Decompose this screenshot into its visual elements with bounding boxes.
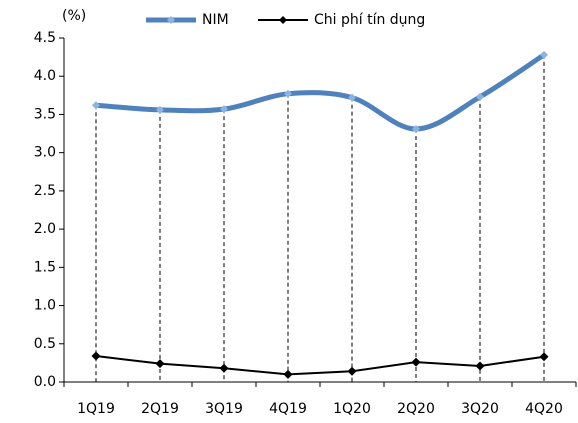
x-tick-label: 4Q20 <box>525 401 563 417</box>
x-tick-label: 3Q20 <box>461 401 499 417</box>
marker <box>540 50 548 59</box>
y-axis-label: (%) <box>62 8 86 24</box>
legend-label: Chi phí tín dụng <box>314 12 425 28</box>
marker <box>156 105 164 114</box>
y-tick-label: 4.5 <box>34 30 56 46</box>
marker <box>412 124 420 133</box>
x-tick-label: 1Q20 <box>333 401 371 417</box>
marker <box>91 351 101 361</box>
marker <box>155 359 165 369</box>
marker <box>539 352 549 362</box>
legend-marker <box>167 16 175 24</box>
y-tick-label: 0.5 <box>34 336 56 352</box>
x-tick-label: 2Q19 <box>141 401 179 417</box>
marker <box>411 357 421 367</box>
x-tick-label: 4Q19 <box>269 401 307 417</box>
marker <box>219 363 229 373</box>
legend-label: NIM <box>202 12 229 28</box>
y-tick-label: 0.0 <box>34 374 56 390</box>
marker <box>476 92 484 101</box>
x-tick-label: 3Q19 <box>205 401 243 417</box>
y-tick-label: 1.0 <box>34 298 56 314</box>
marker <box>347 366 357 376</box>
y-tick-label: 3.0 <box>34 145 56 161</box>
marker <box>220 105 228 114</box>
series-line <box>95 355 545 376</box>
marker <box>475 361 485 371</box>
x-tick-label: 1Q19 <box>77 401 115 417</box>
marker <box>348 93 356 102</box>
y-tick-label: 3.5 <box>34 106 56 122</box>
y-tick-label: 2.5 <box>34 183 56 199</box>
marker <box>92 101 100 110</box>
legend-marker <box>279 16 287 24</box>
x-tick-label: 2Q20 <box>397 401 435 417</box>
y-tick-label: 4.0 <box>34 68 56 84</box>
y-tick-label: 2.0 <box>34 221 56 237</box>
marker <box>284 89 292 98</box>
marker <box>283 369 293 379</box>
series-line <box>95 52 546 132</box>
y-tick-label: 1.5 <box>34 259 56 275</box>
